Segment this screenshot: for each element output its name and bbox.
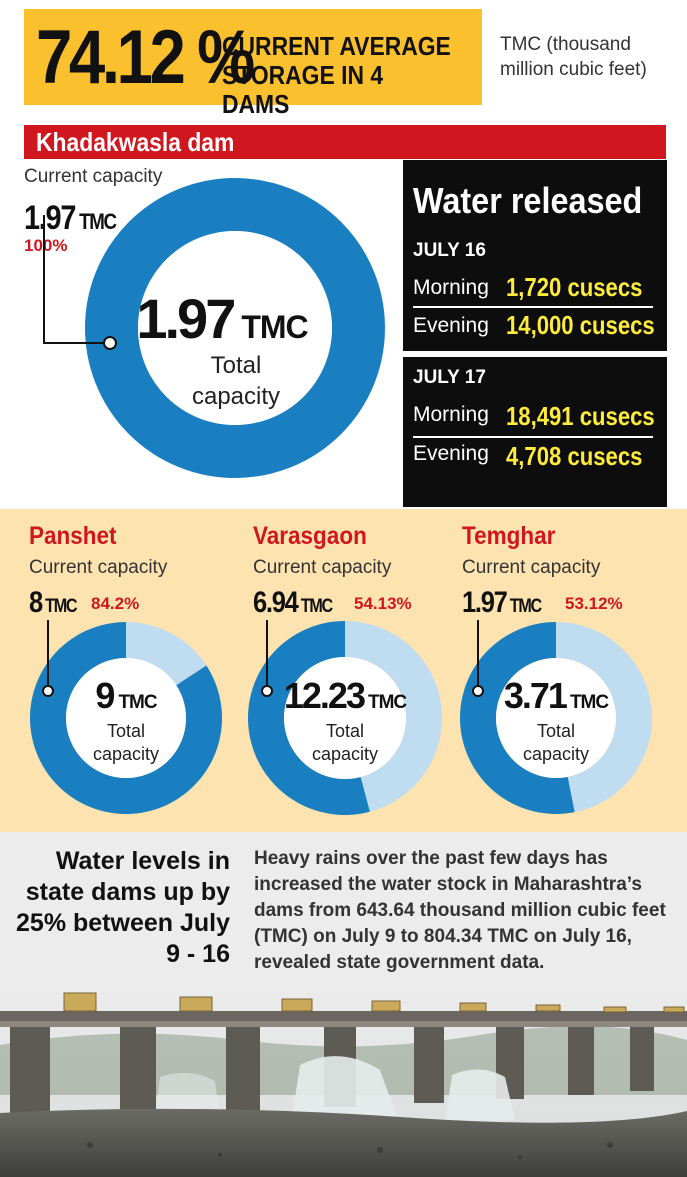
varasgaon-total-value: 12.23 TMC [284, 675, 408, 716]
average-storage-percent: 74.12 % [36, 15, 255, 100]
release-morning-value-july17: 18,491 cusecs [506, 401, 655, 431]
water-released-box-july16 [403, 160, 667, 351]
khadakwasla-current-value: 1.97 TMC [24, 199, 117, 237]
release-divider-july16 [413, 306, 653, 308]
khadakwasla-leader-line [43, 215, 110, 344]
varasgaon-donut [248, 621, 443, 815]
temghar-donut [460, 622, 653, 814]
panshet-current-label: Current capacity [29, 557, 168, 578]
release-evening-label-july17: Evening [413, 442, 489, 465]
temghar-current-label: Current capacity [462, 557, 601, 578]
panshet-remaining-slice [126, 622, 207, 686]
panshet-donut [30, 622, 223, 814]
release-evening-label-july16: Evening [413, 314, 489, 337]
release-date-july17: JULY 17 [413, 367, 486, 388]
dam-photo: dam-photo [0, 985, 687, 1177]
temghar-donut-hole [496, 658, 616, 778]
temghar-total-value: 3.71 TMC [504, 675, 610, 716]
release-evening-value-july17: 4,708 cusecs [506, 441, 643, 471]
temghar-total-label-2: capacity [523, 744, 589, 764]
temghar-current-percent: 53.12% [565, 594, 623, 613]
release-morning-value-july16: 1,720 cusecs [506, 272, 643, 302]
khadakwasla-total-label-2: capacity [192, 383, 280, 410]
varasgaon-current-label: Current capacity [253, 557, 392, 578]
khadakwasla-donut-chart: 1.97 TMC Total capacity [43, 178, 385, 478]
release-evening-value-july16: 14,000 cusecs [506, 310, 655, 340]
header-banner [24, 9, 482, 105]
small-dams-donut-charts: 9 TMC Total capacity 12.23 TMC Total capac… [30, 620, 653, 815]
khadakwasla-leader-dot [103, 336, 117, 350]
panshet-leader-dot [42, 685, 54, 697]
khadakwasla-title: Khadakwasla dam [36, 127, 235, 157]
temghar-total-label-1: Total [537, 721, 575, 741]
panshet-current-percent: 84.2% [91, 594, 140, 613]
varasgaon-donut-hole [284, 657, 406, 779]
varasgaon-leader-dot [261, 685, 273, 697]
varasgaon-current-slice [248, 621, 370, 815]
panshet-donut-hole [66, 658, 186, 778]
release-date-july16: JULY 16 [413, 240, 486, 261]
panshet-total-label-2: capacity [93, 744, 159, 764]
release-morning-label-july16: Morning [413, 276, 489, 299]
khadakwasla-current-percent: 100% [24, 236, 68, 255]
khadakwasla-total-label-1: Total [211, 352, 262, 379]
khadakwasla-total-value: 1.97 TMC [136, 287, 308, 350]
water-released-title: Water released [413, 180, 643, 221]
khadakwasla-title-bar [24, 125, 666, 159]
temghar-current-value: 1.97 TMC [462, 586, 542, 619]
varasgaon-total-label-2: capacity [312, 744, 378, 764]
temghar-remaining-slice [556, 622, 653, 813]
varasgaon-current-percent: 54.13% [354, 594, 412, 613]
panshet-total-value: 9 TMC [95, 675, 157, 716]
varasgaon-total-label-1: Total [326, 721, 364, 741]
panshet-total-label-1: Total [107, 721, 145, 741]
unit-note: TMC (thousand million cubic feet) [500, 34, 647, 80]
news-headline: Water levels in state dams up by 25% bet… [16, 847, 230, 968]
khadakwasla-current-label: Current capacity [24, 166, 163, 187]
temghar-current-slice [460, 622, 575, 814]
varasgaon-current-value: 6.94 TMC [253, 586, 333, 619]
panshet-current-slice [30, 622, 223, 814]
average-storage-label: CURRENT AVERAGE STORAGE IN 4 DAMS [222, 31, 451, 119]
khadakwasla-donut-hole [138, 231, 332, 425]
news-body: Heavy rains over the past few days has i… [254, 848, 666, 973]
temghar-leader-dot [472, 685, 484, 697]
release-divider-july17 [413, 436, 653, 438]
panshet-current-value: 8 TMC [29, 586, 78, 619]
varasgaon-remaining-slice [345, 621, 443, 812]
khadakwasla-current-slice [85, 178, 385, 478]
water-released-box-july17 [403, 357, 667, 507]
temghar-title: Temghar [462, 522, 556, 550]
varasgaon-title: Varasgaon [253, 522, 367, 550]
release-morning-label-july17: Morning [413, 403, 489, 426]
panshet-title: Panshet [29, 522, 117, 550]
